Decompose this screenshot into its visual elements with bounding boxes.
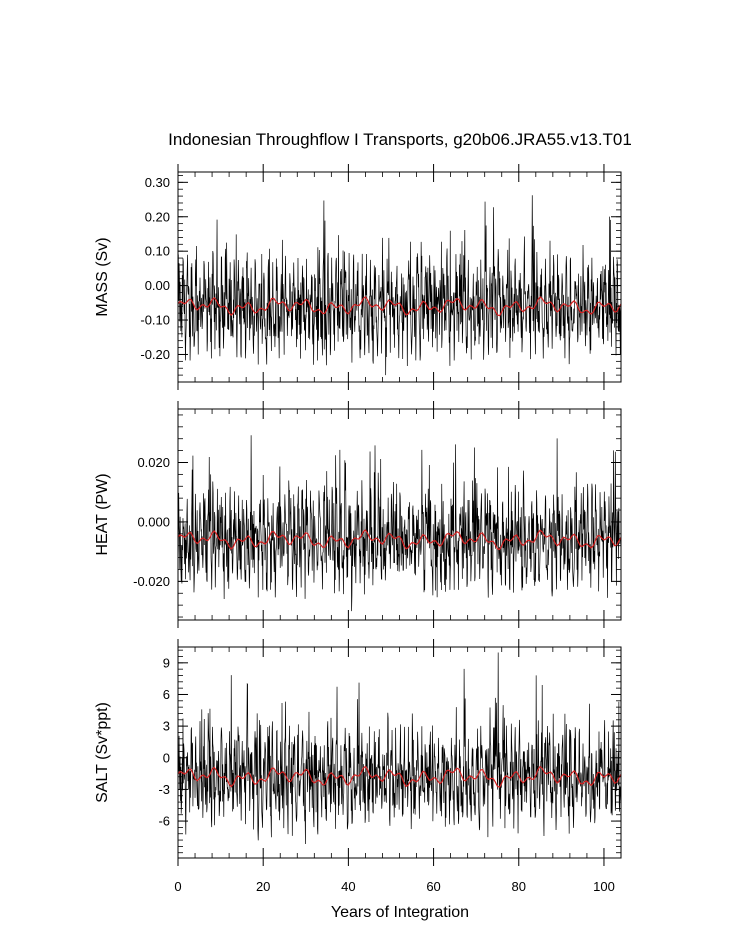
y-tick-label: -3 — [158, 782, 170, 797]
panel-salt: 9 6 3 0 -3 -6 SALT (Sv*ppt) — [94, 639, 622, 866]
monthly-series-line — [178, 652, 621, 845]
x-tick-label: 20 — [256, 879, 270, 894]
y-tick-label: -0.020 — [133, 574, 170, 589]
annual-mean-line — [178, 765, 621, 788]
panel-frame — [177, 646, 622, 859]
y-tick-label: -0.20 — [140, 347, 170, 362]
y-axis-title: MASS (Sv) — [94, 237, 111, 316]
y-tick-label: 0.10 — [145, 244, 170, 259]
panel-frame — [177, 171, 622, 383]
annual-mean-line — [178, 529, 621, 551]
y-axis-title: HEAT (PW) — [94, 473, 111, 555]
x-tick-label: 40 — [341, 879, 355, 894]
monthly-series-line — [178, 435, 621, 612]
y-tick-label: 0.000 — [137, 514, 170, 529]
y-tick-label: 3 — [163, 719, 170, 734]
panel-heat: 0.020 0.000 -0.020 HEAT (PW) — [94, 401, 622, 628]
x-tick-label: 60 — [426, 879, 440, 894]
y-tick-label: -6 — [158, 814, 170, 829]
y-tick-label: 0.020 — [137, 455, 170, 470]
panel-mass: 0.30 0.20 0.10 0.00 -0.10 -0.20 MASS (Sv) — [94, 164, 622, 390]
x-axis-labels: 0 20 40 60 80 100 — [174, 879, 614, 894]
x-tick-label: 0 — [174, 879, 181, 894]
y-tick-label: 6 — [163, 687, 170, 702]
y-axis-title: SALT (Sv*ppt) — [94, 702, 111, 803]
y-tick-label: 0.30 — [145, 175, 170, 190]
x-tick-label: 80 — [512, 879, 526, 894]
y-tick-label: -0.10 — [140, 313, 170, 328]
x-axis-title: Years of Integration — [331, 904, 469, 921]
x-tick-label: 100 — [593, 879, 615, 894]
y-tick-label: 0.20 — [145, 209, 170, 224]
y-tick-label: 9 — [163, 655, 170, 670]
monthly-series-line — [178, 195, 621, 376]
chart-title: Indonesian Throughflow I Transports, g20… — [168, 130, 632, 149]
y-tick-label: 0.00 — [145, 278, 170, 293]
annual-mean-line — [178, 296, 621, 317]
y-tick-label: 0 — [163, 750, 170, 765]
